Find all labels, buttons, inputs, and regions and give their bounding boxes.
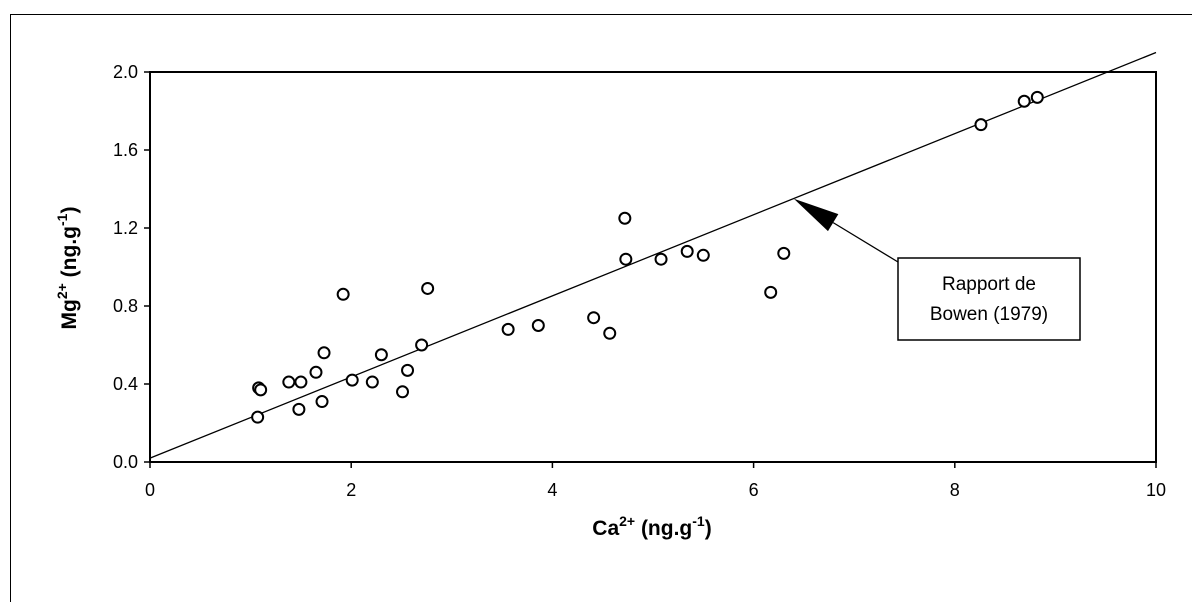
data-point xyxy=(696,248,710,262)
data-point xyxy=(336,287,350,301)
annotation-line-2: Bowen (1979) xyxy=(930,304,1048,325)
annotation-box xyxy=(897,257,1081,341)
x-tick-label: 10 xyxy=(1146,480,1166,500)
data-point xyxy=(292,402,306,416)
data-point xyxy=(587,311,601,325)
annotation-group: Rapport de Bowen (1979) xyxy=(793,198,1081,341)
data-point xyxy=(531,319,545,332)
data-point xyxy=(396,385,410,399)
annotation-arrow-head xyxy=(793,198,839,232)
data-point xyxy=(401,363,415,377)
data-point xyxy=(315,395,329,409)
data-point xyxy=(1017,94,1031,108)
annotation-arrow-shaft xyxy=(832,222,899,263)
x-tick-label: 8 xyxy=(950,480,960,500)
data-point xyxy=(777,246,791,260)
y-axis-ticks: 0.0 0.4 0.8 1.2 1.6 2.0 xyxy=(113,62,150,472)
data-point xyxy=(680,244,694,258)
data-point xyxy=(619,252,633,266)
data-point xyxy=(282,375,296,389)
data-point xyxy=(415,338,429,352)
data-point xyxy=(309,365,323,379)
annotation-line-1: Rapport de xyxy=(942,274,1036,295)
data-point xyxy=(1030,90,1044,104)
data-point xyxy=(294,375,308,389)
data-points xyxy=(251,90,1044,424)
data-point xyxy=(974,118,988,132)
data-point xyxy=(603,326,617,340)
plot-area xyxy=(149,71,1157,463)
y-tick-label: 1.2 xyxy=(113,218,138,238)
data-point xyxy=(374,348,388,362)
figure-frame xyxy=(10,14,1192,602)
reference-line-group xyxy=(149,51,1157,459)
data-point xyxy=(365,375,379,389)
data-point xyxy=(345,373,359,387)
y-tick-label: 1.6 xyxy=(113,140,138,160)
x-tick-label: 0 xyxy=(145,480,155,500)
x-axis-ticks: 0 2 4 6 8 10 xyxy=(145,462,1166,500)
data-point xyxy=(654,252,668,266)
data-point xyxy=(254,383,268,397)
data-point xyxy=(764,285,778,299)
x-tick-label: 2 xyxy=(346,480,356,500)
data-point xyxy=(421,281,435,295)
y-tick-label: 0.8 xyxy=(113,296,138,316)
data-point xyxy=(317,346,331,360)
y-tick-label: 2.0 xyxy=(113,62,138,82)
data-point xyxy=(618,211,632,225)
y-axis-title: Mg2+ (ng.g-1) xyxy=(54,207,81,330)
x-axis-title: Ca2+ (ng.g-1) xyxy=(592,513,711,540)
data-point xyxy=(501,322,515,336)
x-tick-label: 4 xyxy=(547,480,557,500)
y-tick-label: 0.0 xyxy=(113,452,138,472)
reference-line xyxy=(149,51,1157,459)
x-tick-label: 6 xyxy=(749,480,759,500)
y-tick-label: 0.4 xyxy=(113,374,138,394)
data-point xyxy=(251,410,265,424)
